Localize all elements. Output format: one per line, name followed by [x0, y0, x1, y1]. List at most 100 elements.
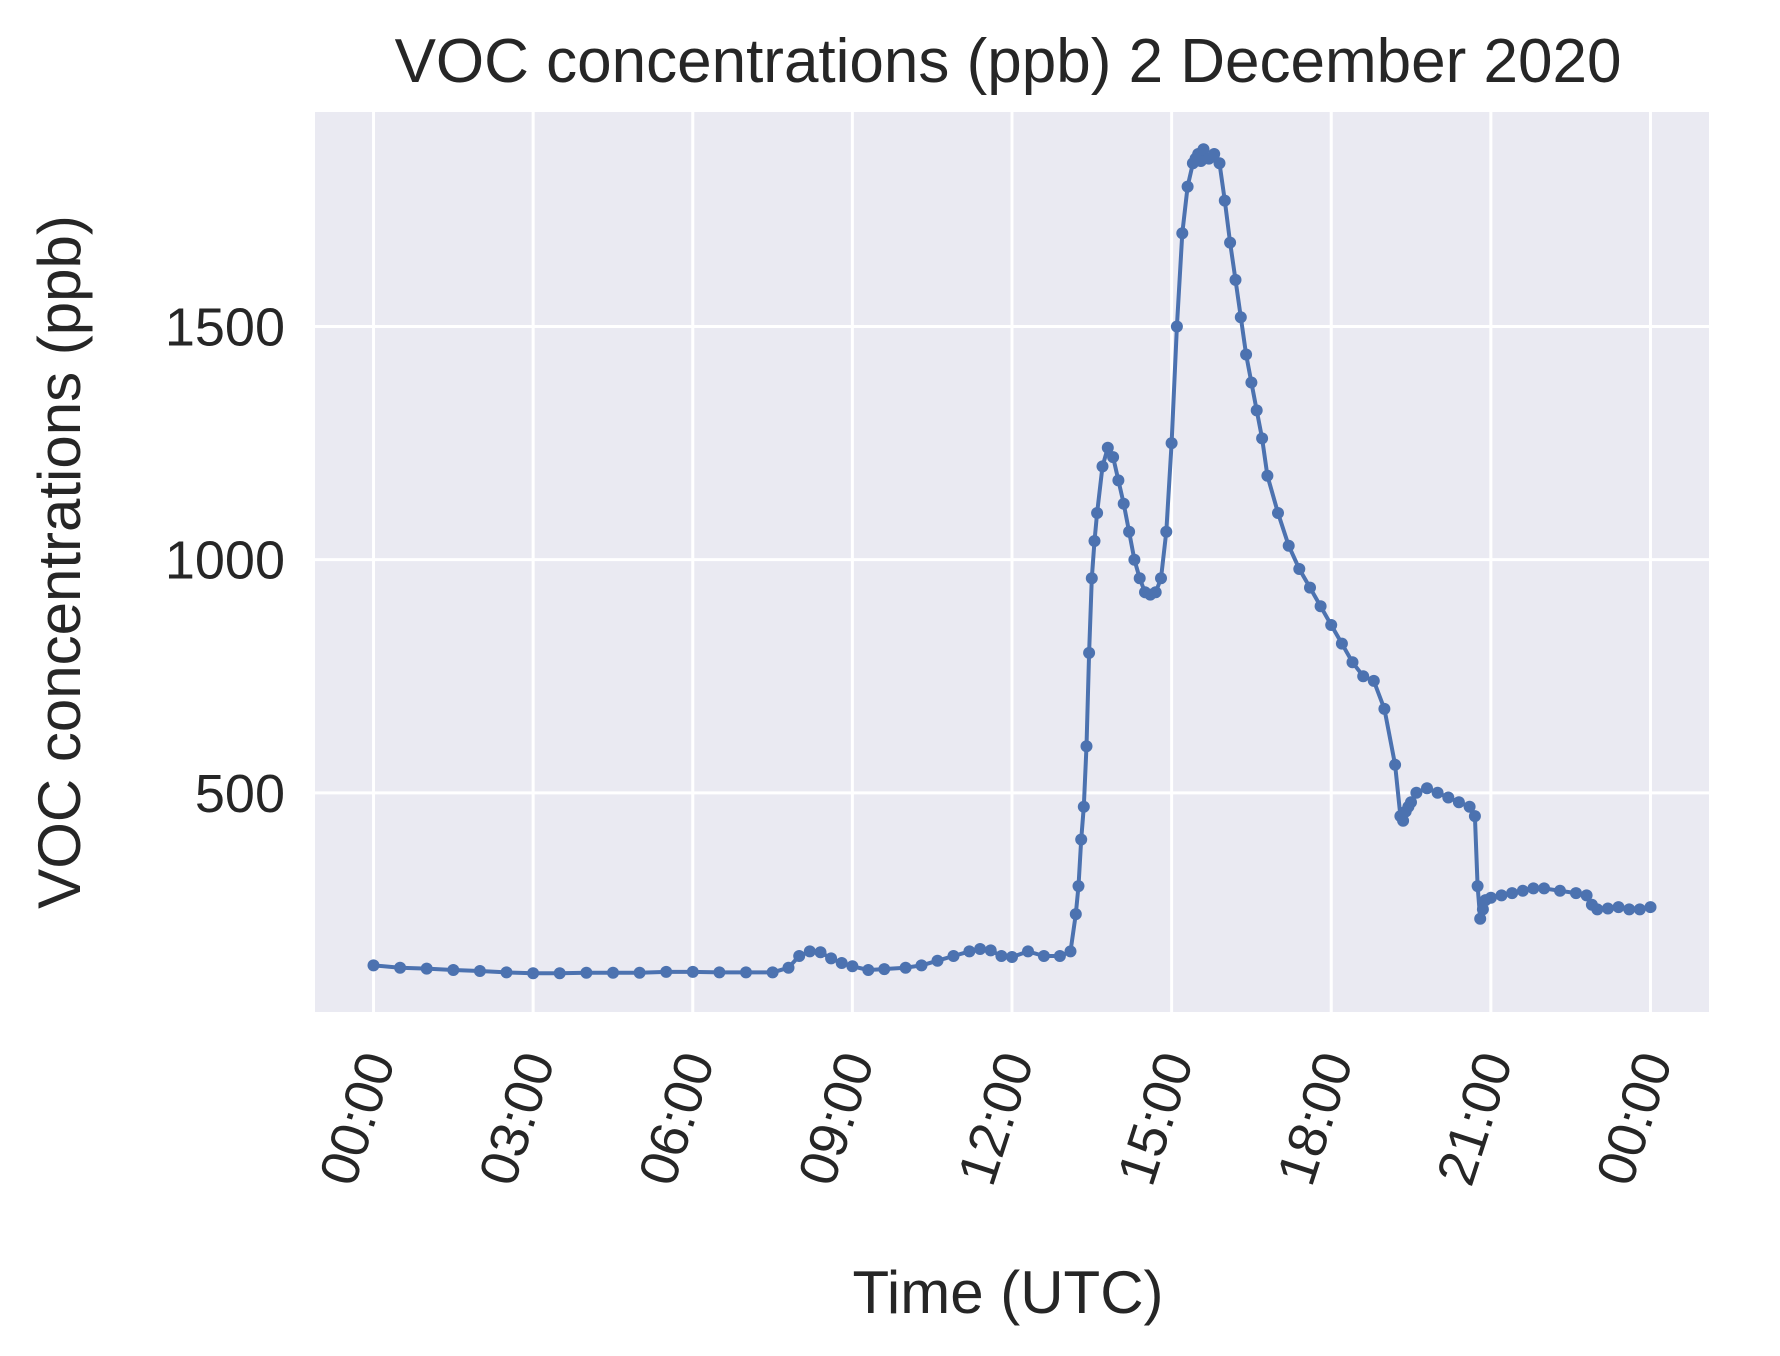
data-point	[1053, 950, 1066, 962]
data-point	[1378, 702, 1391, 715]
data-point	[1077, 800, 1090, 813]
x-tick-label: 18:00	[1266, 1045, 1365, 1192]
data-point	[1218, 194, 1231, 207]
data-point	[1335, 637, 1348, 650]
data-point	[995, 950, 1008, 962]
data-point	[1112, 474, 1125, 487]
data-point	[1442, 791, 1455, 804]
data-point	[1165, 437, 1178, 450]
data-point	[1405, 796, 1417, 809]
data-point	[1554, 884, 1566, 897]
data-point	[1633, 903, 1646, 916]
data-point	[862, 964, 875, 976]
data-point	[1580, 889, 1593, 902]
y-tick-label: 1500	[165, 298, 285, 358]
data-point	[1314, 600, 1327, 613]
data-point	[1085, 572, 1098, 585]
data-point	[1272, 507, 1284, 519]
data-point	[1471, 880, 1484, 893]
data-point	[686, 965, 699, 978]
data-point	[1397, 814, 1410, 827]
data-point	[899, 961, 912, 974]
data-point	[1325, 619, 1338, 631]
data-point	[473, 965, 486, 977]
chart-title: VOC concentrations (ppb) 2 December 2020	[395, 27, 1622, 96]
data-point	[420, 962, 433, 975]
data-point	[633, 966, 646, 979]
data-point	[1261, 469, 1274, 482]
data-point	[814, 946, 827, 959]
data-point	[825, 952, 838, 965]
data-point	[1240, 348, 1253, 361]
data-point	[1304, 581, 1316, 594]
data-point	[915, 959, 928, 972]
data-point	[1069, 908, 1082, 921]
data-point	[1197, 143, 1210, 156]
x-tick-label: 09:00	[787, 1045, 886, 1192]
data-point	[1591, 903, 1604, 916]
data-point	[1091, 507, 1104, 519]
data-point	[1101, 441, 1114, 454]
x-tick-label: 03:00	[468, 1045, 567, 1192]
data-point	[1224, 236, 1237, 249]
data-point	[1421, 782, 1433, 795]
data-point	[1293, 563, 1306, 575]
data-point	[1452, 796, 1465, 809]
data-point	[1623, 903, 1636, 916]
data-point	[1229, 273, 1242, 286]
x-tick-label: 12:00	[947, 1045, 1046, 1192]
data-point	[974, 943, 987, 955]
data-point	[1064, 945, 1077, 958]
data-point	[1155, 572, 1167, 585]
data-point	[878, 963, 891, 976]
x-tick-label: 00:00	[308, 1045, 407, 1192]
data-point	[740, 966, 752, 979]
data-point	[660, 965, 673, 978]
x-tick-label: 00:00	[1585, 1045, 1684, 1192]
data-point	[766, 966, 779, 979]
data-point	[1234, 311, 1247, 324]
data-point	[1527, 882, 1540, 895]
data-point	[1072, 880, 1085, 893]
data-point	[1128, 553, 1141, 566]
data-point	[1170, 320, 1183, 333]
data-point	[607, 966, 619, 979]
data-point	[1476, 903, 1489, 916]
data-point	[835, 957, 848, 969]
data-point	[1245, 376, 1258, 389]
data-point	[1601, 902, 1614, 915]
data-point	[1006, 951, 1018, 963]
data-point	[447, 964, 460, 976]
x-axis-label: Time (UTC)	[852, 1259, 1163, 1326]
data-point	[1389, 758, 1402, 771]
data-point	[394, 961, 407, 974]
data-point	[367, 959, 380, 972]
y-tick-label: 500	[195, 764, 285, 824]
data-point	[1037, 950, 1050, 962]
data-point	[782, 961, 795, 974]
data-point	[1088, 535, 1101, 547]
x-tick-labels: 00:00 03:00 06:00 09:00 12:00 15:00 18:00 21:00…	[308, 1045, 1684, 1192]
data-point	[1083, 646, 1096, 659]
data-point	[1282, 539, 1295, 552]
data-point	[527, 967, 540, 980]
data-point	[1096, 460, 1109, 473]
data-point	[1516, 884, 1529, 897]
data-point	[1463, 800, 1476, 813]
data-point	[1506, 887, 1519, 900]
data-point	[1357, 670, 1370, 683]
data-point	[1484, 891, 1497, 904]
data-point	[803, 945, 816, 958]
data-point	[1208, 148, 1221, 160]
data-point	[1644, 901, 1657, 914]
data-point	[1107, 451, 1120, 464]
data-point	[713, 966, 726, 979]
data-point	[1123, 525, 1136, 538]
data-point	[931, 954, 944, 967]
y-tick-labels: 500 1000 1500	[165, 298, 285, 824]
data-point	[1075, 833, 1088, 846]
data-point	[1495, 889, 1508, 902]
data-point	[1474, 912, 1487, 925]
data-point	[1468, 810, 1481, 823]
